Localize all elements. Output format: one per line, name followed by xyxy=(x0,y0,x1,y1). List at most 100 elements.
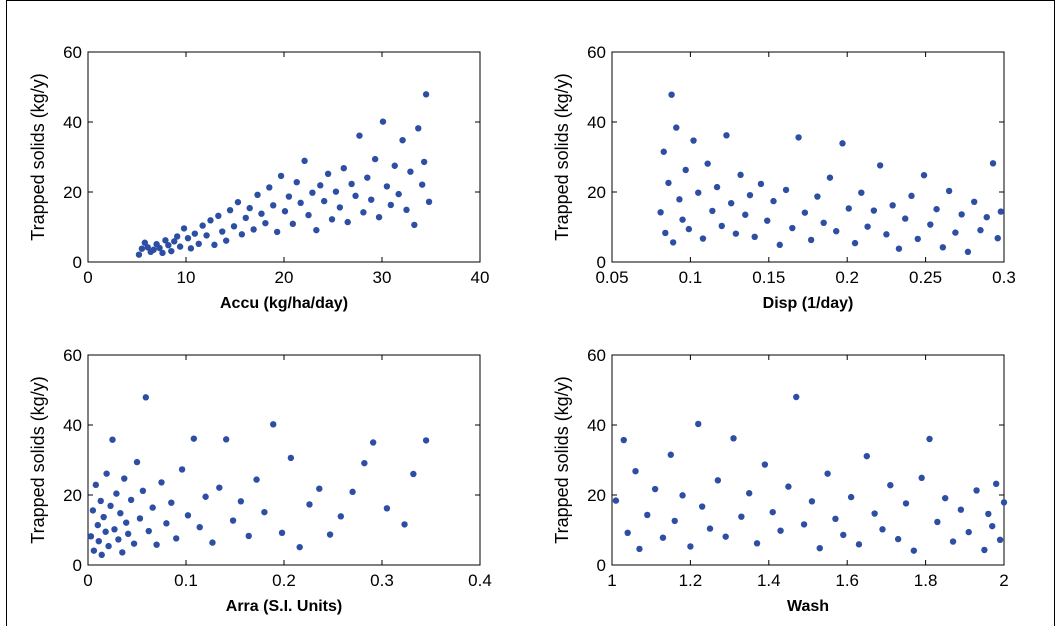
data-point xyxy=(422,91,430,98)
data-point xyxy=(184,235,192,242)
data-point xyxy=(737,171,744,179)
data-point xyxy=(704,160,711,167)
data-point xyxy=(361,459,368,467)
y-tick-label: 40 xyxy=(63,416,82,435)
data-point xyxy=(926,435,933,443)
data-point xyxy=(328,216,336,223)
data-point xyxy=(889,202,896,209)
data-point xyxy=(934,518,941,526)
x-axis-label: Accu (kg/ha/day) xyxy=(220,295,348,312)
data-point xyxy=(894,535,902,543)
data-point xyxy=(660,148,667,155)
data-point xyxy=(191,230,199,237)
data-point xyxy=(127,496,135,504)
data-point xyxy=(364,174,371,181)
data-point xyxy=(281,208,289,215)
data-point xyxy=(727,200,735,207)
data-point xyxy=(173,233,181,240)
data-point xyxy=(207,217,214,224)
data-point xyxy=(657,209,664,216)
data-point xyxy=(168,499,175,506)
y-axis-label: Trapped solids (kg/y) xyxy=(552,376,572,543)
data-point xyxy=(415,125,422,132)
data-point xyxy=(769,508,776,516)
data-point xyxy=(910,547,918,554)
data-point xyxy=(997,208,1005,215)
data-point xyxy=(375,214,383,221)
y-axis-label: Trapped solids (kg/y) xyxy=(28,73,48,240)
subplot-disp: 0.05 0.1 0.15 0.2 0.25 0.3 0 20 40 60 Disp (1/day)… xyxy=(552,43,1016,312)
data-point xyxy=(718,222,725,230)
data-point xyxy=(785,483,792,490)
data-point xyxy=(113,490,120,497)
data-point xyxy=(777,527,784,534)
data-point xyxy=(699,235,707,242)
data-point xyxy=(196,524,203,531)
data-point xyxy=(278,529,286,536)
data-point xyxy=(383,505,391,512)
axes-box xyxy=(87,51,481,263)
data-point xyxy=(876,162,884,169)
data-point xyxy=(403,206,410,214)
data-point xyxy=(180,225,188,232)
data-point xyxy=(933,205,940,213)
data-point xyxy=(305,211,312,219)
y-tick-label: 0 xyxy=(73,556,82,575)
data-point xyxy=(270,421,277,428)
data-point xyxy=(902,500,910,507)
data-point xyxy=(368,196,375,203)
y-tick-label: 40 xyxy=(63,113,82,132)
data-point xyxy=(296,543,303,551)
data-point xyxy=(757,180,765,188)
data-point xyxy=(287,454,295,462)
data-point xyxy=(153,541,160,548)
data-point xyxy=(190,435,198,442)
data-point xyxy=(168,247,175,255)
data-point xyxy=(714,477,722,484)
data-point xyxy=(165,242,172,249)
data-point xyxy=(138,245,146,252)
data-point xyxy=(793,393,800,401)
y-tick-label: 0 xyxy=(597,253,606,272)
data-point xyxy=(158,479,165,486)
data-point xyxy=(730,435,737,442)
y-tick-label: 60 xyxy=(63,346,82,365)
data-point xyxy=(858,189,865,196)
data-point xyxy=(651,485,659,493)
data-point xyxy=(1000,499,1008,506)
data-point xyxy=(270,202,277,209)
data-point xyxy=(105,542,112,550)
data-point xyxy=(317,182,324,189)
x-tick-label: 0.4 xyxy=(468,571,492,590)
data-point xyxy=(411,221,418,229)
data-point xyxy=(234,198,242,206)
data-point xyxy=(851,239,859,247)
axes-box xyxy=(611,51,1005,263)
data-point xyxy=(171,238,178,245)
data-point xyxy=(352,192,359,200)
data-point xyxy=(695,189,702,196)
y-tick-label: 40 xyxy=(587,113,606,132)
data-point xyxy=(98,551,105,559)
data-point xyxy=(816,545,823,552)
data-point xyxy=(952,229,959,236)
data-point xyxy=(870,207,878,214)
data-point xyxy=(301,157,308,165)
data-point xyxy=(89,507,97,514)
y-tick-label: 0 xyxy=(597,556,606,575)
data-point xyxy=(883,231,890,238)
axes-box xyxy=(611,354,1005,566)
data-point xyxy=(879,526,886,533)
data-point xyxy=(184,512,192,519)
data-point xyxy=(782,186,790,194)
data-point xyxy=(669,239,677,246)
data-point xyxy=(989,522,996,530)
data-point xyxy=(698,503,706,510)
data-point xyxy=(102,528,109,535)
data-point xyxy=(738,513,745,520)
data-point xyxy=(316,485,323,492)
data-point xyxy=(632,468,639,475)
data-point xyxy=(293,179,300,186)
data-point xyxy=(832,515,839,522)
